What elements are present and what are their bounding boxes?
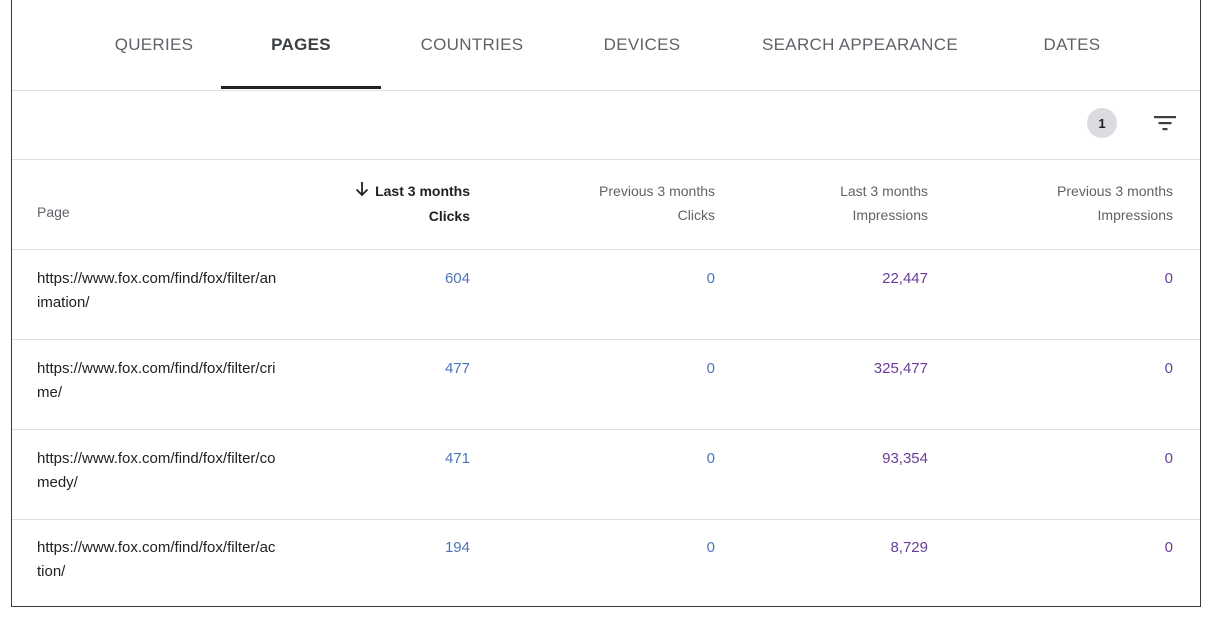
tab-search-appearance[interactable]: SEARCH APPEARANCE	[762, 35, 958, 54]
table-row[interactable]: https://www.fox.com/find/fox/filter/acti…	[12, 519, 1200, 608]
previous-clicks-cell: 0	[706, 539, 715, 556]
clicks-cell: 194	[444, 539, 470, 556]
column-header-metric: Impressions	[1097, 207, 1173, 223]
column-header-period: Last 3 months	[840, 183, 928, 199]
tab-dates[interactable]: DATES	[1043, 35, 1101, 54]
tab-pages[interactable]: PAGES	[221, 0, 381, 90]
page-url-cell[interactable]: https://www.fox.com/find/fox/filter/come…	[37, 450, 276, 491]
active-filter-count-badge[interactable]: 1	[1087, 108, 1117, 138]
previous-impressions-cell: 0	[1164, 270, 1173, 287]
tab-countries[interactable]: COUNTRIES	[420, 35, 524, 54]
impressions-cell: 325,477	[873, 360, 928, 377]
column-header-period: Last 3 months	[375, 183, 470, 199]
previous-clicks-cell: 0	[706, 450, 715, 467]
previous-impressions-cell: 0	[1164, 450, 1173, 467]
previous-impressions-cell: 0	[1164, 360, 1173, 377]
impressions-cell: 8,729	[890, 539, 928, 556]
previous-clicks-cell: 0	[706, 360, 715, 377]
clicks-cell: 604	[444, 270, 470, 287]
table-header-row: Page Last 3 months Clicks Previous 3 mon…	[12, 160, 1200, 250]
page-url-cell[interactable]: https://www.fox.com/find/fox/filter/anim…	[37, 270, 277, 311]
column-header-metric: Clicks	[677, 207, 715, 223]
column-header-impressions-previous[interactable]: Previous 3 months Impressions	[973, 179, 1173, 227]
filter-list-icon[interactable]	[1150, 108, 1180, 138]
table-row[interactable]: https://www.fox.com/find/fox/filter/come…	[12, 430, 1200, 520]
column-header-clicks-last[interactable]: Last 3 months Clicks	[270, 179, 470, 228]
tab-devices[interactable]: DEVICES	[603, 35, 681, 54]
tab-queries[interactable]: QUERIES	[114, 35, 194, 54]
page-url-cell[interactable]: https://www.fox.com/find/fox/filter/acti…	[37, 539, 276, 580]
table-row[interactable]: https://www.fox.com/find/fox/filter/crim…	[12, 340, 1200, 430]
column-header-period: Previous 3 months	[1057, 183, 1173, 199]
previous-impressions-cell: 0	[1164, 539, 1173, 556]
column-header-page[interactable]: Page	[37, 204, 70, 220]
impressions-cell: 93,354	[882, 450, 928, 467]
impressions-cell: 22,447	[882, 270, 928, 287]
column-header-period: Previous 3 months	[599, 183, 715, 199]
page-url-cell[interactable]: https://www.fox.com/find/fox/filter/crim…	[37, 360, 276, 401]
arrow-down-icon	[355, 180, 369, 204]
column-header-clicks-previous[interactable]: Previous 3 months Clicks	[515, 179, 715, 227]
column-header-impressions-last[interactable]: Last 3 months Impressions	[728, 179, 928, 227]
previous-clicks-cell: 0	[706, 270, 715, 287]
column-header-metric: Clicks	[428, 208, 470, 225]
table-toolbar	[12, 91, 1200, 160]
table-row[interactable]: https://www.fox.com/find/fox/filter/anim…	[12, 250, 1200, 340]
clicks-cell: 477	[444, 360, 470, 377]
clicks-cell: 471	[444, 450, 470, 467]
dimension-tabs: QUERIES PAGES COUNTRIES DEVICES SEARCH A…	[12, 0, 1200, 91]
performance-report-panel: QUERIES PAGES COUNTRIES DEVICES SEARCH A…	[11, 0, 1201, 607]
column-header-metric: Impressions	[852, 207, 928, 223]
